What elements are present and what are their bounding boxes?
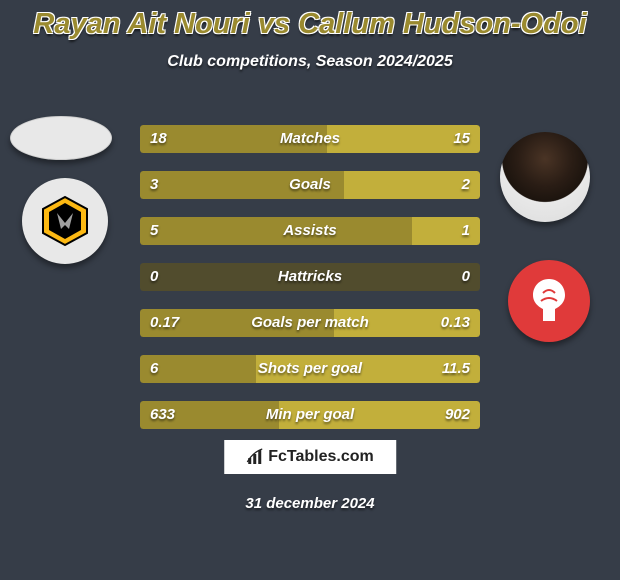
stat-value-right: 902 (445, 401, 470, 429)
player-left-club-badge (22, 178, 108, 264)
bar-chart-icon (246, 448, 264, 466)
stat-label: Goals per match (140, 309, 480, 337)
stat-value-right: 2 (462, 171, 470, 199)
stat-value-right: 0 (462, 263, 470, 291)
stat-value-right: 15 (453, 125, 470, 153)
comparison-title: Rayan Ait Nouri vs Callum Hudson-Odoi (0, 0, 620, 41)
stat-row: Shots per goal6 11.5 (140, 355, 480, 383)
wolves-icon (37, 193, 93, 249)
stat-label: Goals (140, 171, 480, 199)
stat-label: Matches (140, 125, 480, 153)
stat-label: Min per goal (140, 401, 480, 429)
player-left-avatar (10, 116, 112, 160)
stat-value-left: 3 (150, 171, 158, 199)
player-right-club-badge (508, 260, 590, 342)
fctables-label: FcTables.com (268, 448, 374, 466)
stat-row: Goals3 2 (140, 171, 480, 199)
stat-row: Goals per match0.17 0.13 (140, 309, 480, 337)
stat-value-right: 0.13 (441, 309, 470, 337)
stat-value-left: 6 (150, 355, 158, 383)
stat-value-left: 5 (150, 217, 158, 245)
stat-label: Hattricks (140, 263, 480, 291)
stat-value-right: 11.5 (442, 355, 470, 383)
stat-label: Shots per goal (140, 355, 480, 383)
stat-row: Matches18 15 (140, 125, 480, 153)
stat-value-right: 1 (462, 217, 470, 245)
stat-row: Assists5 1 (140, 217, 480, 245)
forest-icon (521, 273, 577, 329)
comparison-date: 31 december 2024 (0, 495, 620, 512)
player-right-avatar (500, 132, 590, 222)
stat-value-left: 0 (150, 263, 158, 291)
stat-row: Min per goal633 902 (140, 401, 480, 429)
stats-area: Matches18 15 Goals3 2 Assists5 1 Hattricks0 0 Go… (140, 125, 480, 447)
stat-value-left: 0.17 (150, 309, 179, 337)
comparison-subtitle: Club competitions, Season 2024/2025 (0, 53, 620, 71)
fctables-watermark: FcTables.com (224, 440, 396, 474)
stat-value-left: 18 (150, 125, 167, 153)
stat-label: Assists (140, 217, 480, 245)
stat-value-left: 633 (150, 401, 175, 429)
stat-row: Hattricks0 0 (140, 263, 480, 291)
